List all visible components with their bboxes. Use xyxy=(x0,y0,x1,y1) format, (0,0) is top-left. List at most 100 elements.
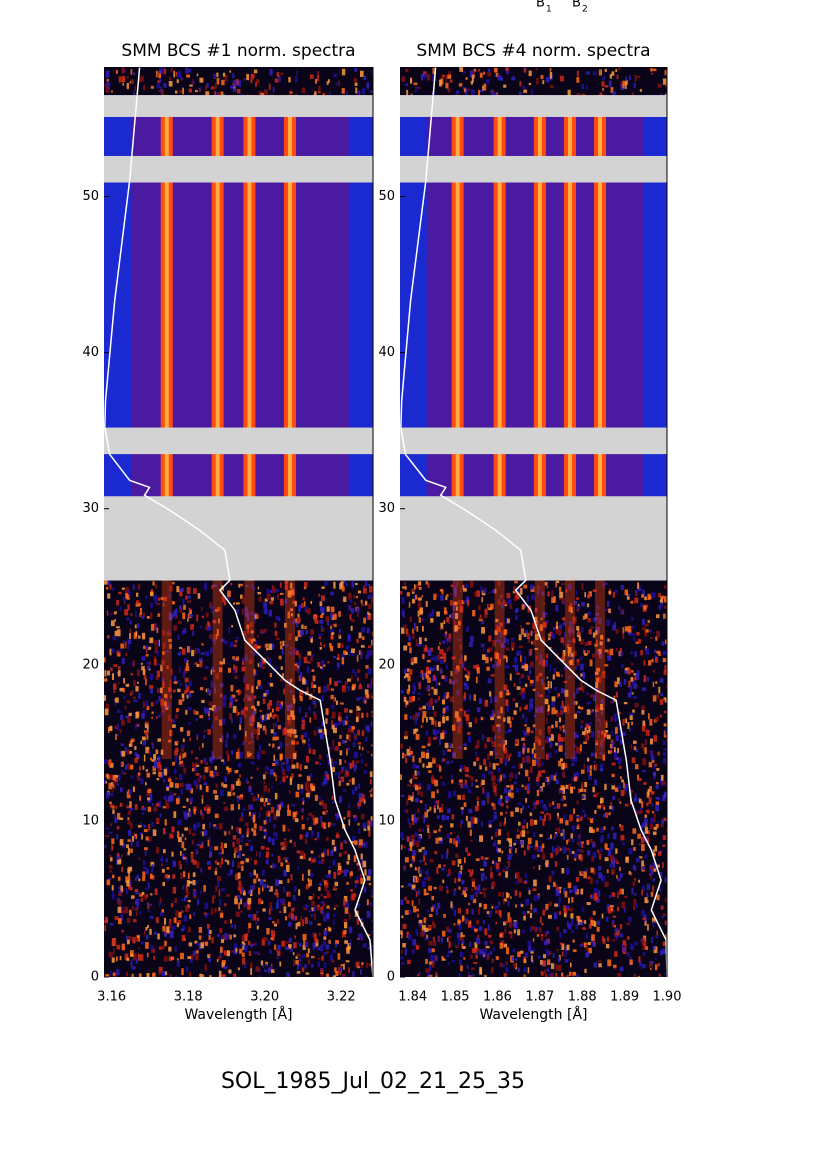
noise xyxy=(333,761,338,765)
noise xyxy=(480,716,484,721)
noise xyxy=(370,793,373,798)
noise xyxy=(304,917,308,925)
noise xyxy=(542,80,545,85)
noise xyxy=(214,765,218,770)
noise xyxy=(349,650,351,656)
noise xyxy=(263,628,267,633)
noise xyxy=(609,743,614,749)
noise xyxy=(408,684,411,692)
noise xyxy=(326,951,329,954)
noise xyxy=(553,627,555,631)
noise xyxy=(207,928,210,936)
noise xyxy=(105,827,110,830)
noise xyxy=(564,959,569,963)
noise xyxy=(468,775,472,779)
noise xyxy=(595,630,598,636)
noise xyxy=(567,89,571,96)
noise xyxy=(607,655,612,661)
noise xyxy=(611,71,615,76)
noise xyxy=(430,907,434,912)
noise xyxy=(371,631,373,637)
noise xyxy=(343,918,348,922)
noise xyxy=(363,696,365,703)
noise xyxy=(151,877,155,880)
noise xyxy=(504,758,508,764)
noise xyxy=(307,948,310,954)
noise xyxy=(432,920,435,926)
noise xyxy=(234,924,237,929)
noise xyxy=(367,947,371,950)
noise xyxy=(577,604,580,608)
noise xyxy=(277,746,280,750)
noise xyxy=(643,963,646,969)
noise xyxy=(432,729,436,734)
noise xyxy=(354,840,358,846)
noise xyxy=(260,628,263,634)
noise xyxy=(317,615,319,618)
noise xyxy=(564,891,568,898)
noise xyxy=(446,692,450,698)
noise xyxy=(321,861,324,864)
noise xyxy=(448,633,452,640)
noise xyxy=(347,678,351,682)
noise xyxy=(401,915,404,919)
noise xyxy=(642,687,646,691)
noise xyxy=(371,592,373,597)
noise xyxy=(170,695,172,699)
noise xyxy=(127,821,132,825)
noise xyxy=(400,774,402,780)
noise xyxy=(560,830,564,834)
noise xyxy=(652,885,655,892)
noise xyxy=(149,673,154,680)
noise xyxy=(171,826,175,833)
noise xyxy=(198,943,201,950)
noise xyxy=(456,689,460,696)
noise xyxy=(129,620,132,625)
noise xyxy=(168,80,173,87)
noise xyxy=(232,73,235,79)
noise xyxy=(264,598,268,602)
noise xyxy=(413,888,416,891)
noise xyxy=(369,771,373,778)
noise xyxy=(476,743,480,748)
noise xyxy=(466,709,470,713)
noise xyxy=(644,747,647,754)
noise xyxy=(447,88,451,93)
noise xyxy=(146,645,149,650)
noise xyxy=(135,686,139,692)
noise xyxy=(326,774,330,781)
noise xyxy=(430,618,434,623)
noise xyxy=(164,874,169,879)
noise xyxy=(187,707,192,711)
noise xyxy=(650,755,655,762)
noise xyxy=(114,817,118,823)
y-tick-label: 50 xyxy=(82,189,99,204)
noise xyxy=(235,79,239,86)
noise xyxy=(639,960,642,966)
noise xyxy=(627,721,630,729)
noise xyxy=(128,743,132,747)
noise xyxy=(499,594,503,598)
noise xyxy=(292,600,296,604)
noise xyxy=(536,854,540,858)
noise xyxy=(459,951,464,958)
noise xyxy=(263,602,267,609)
noise xyxy=(558,956,561,963)
noise xyxy=(513,962,517,968)
noise xyxy=(156,603,160,606)
noise xyxy=(476,707,481,713)
noise xyxy=(517,951,521,958)
noise xyxy=(605,847,610,851)
noise xyxy=(273,813,277,821)
noise xyxy=(268,699,273,706)
spectral-line-core xyxy=(287,95,292,581)
noise xyxy=(657,851,662,856)
noise xyxy=(526,755,529,760)
noise xyxy=(325,944,330,950)
noise xyxy=(662,835,667,840)
noise xyxy=(330,591,334,596)
noise xyxy=(535,840,538,847)
noise xyxy=(425,717,428,723)
noise xyxy=(651,917,656,923)
noise xyxy=(663,585,667,589)
